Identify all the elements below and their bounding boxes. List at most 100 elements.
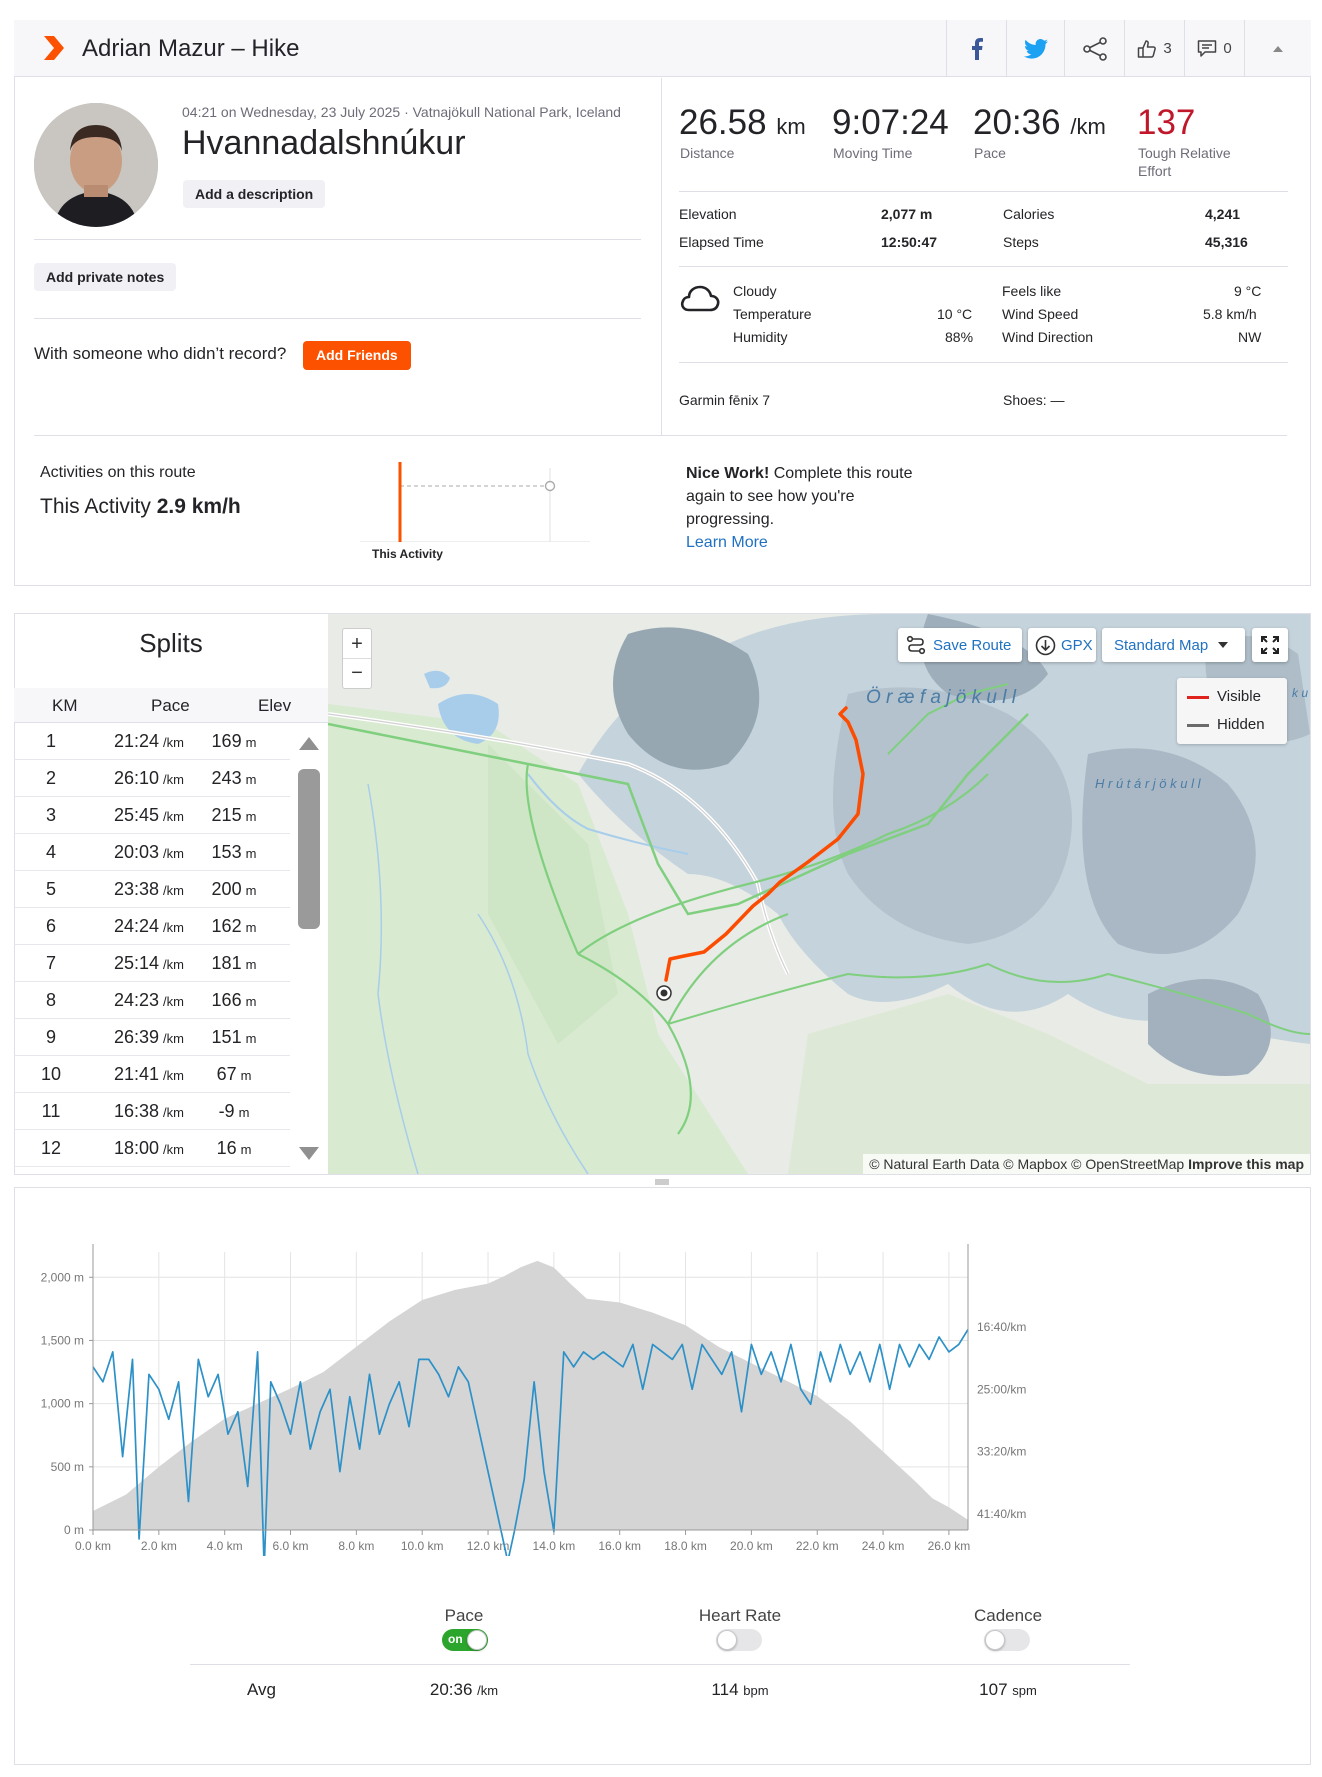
x-tick-label: 20.0 km xyxy=(730,1539,773,1553)
splits-row[interactable]: 8 24:23/km 166 m xyxy=(14,982,290,1019)
divider xyxy=(679,362,1288,363)
share-button[interactable] xyxy=(1064,20,1124,77)
steps-label: Steps xyxy=(1003,234,1039,250)
split-pace: 21:41/km xyxy=(114,1064,184,1084)
splits-row[interactable]: 11 16:38/km -9 m xyxy=(14,1093,290,1130)
y-tick-label: 2,000 m xyxy=(41,1270,84,1284)
avatar[interactable] xyxy=(34,103,158,227)
split-elev: 181 m xyxy=(211,953,257,973)
collapse-button[interactable] xyxy=(1244,20,1310,77)
route-this-activity: This Activity 2.9 km/h xyxy=(40,495,241,518)
splits-col-pace: Pace xyxy=(151,696,190,715)
distance-value: 26.58 km xyxy=(679,103,806,142)
map-zoom-control: + − xyxy=(342,628,372,689)
y-tick-label: 0 m xyxy=(64,1523,84,1537)
scroll-up-icon[interactable] xyxy=(297,735,321,751)
elevation-pace-chart[interactable]: 0 m 500 m 1,000 m 1,500 m 2,000 m 0.0 km 2.0 k… xyxy=(14,1196,1311,1556)
split-km: 3 xyxy=(45,805,56,825)
splits-row[interactable]: 9 26:39/km 151 m xyxy=(14,1019,290,1056)
comments-button[interactable]: 0 xyxy=(1184,20,1244,77)
split-elev: 67 m xyxy=(216,1064,252,1084)
comments-count: 0 xyxy=(1223,40,1232,57)
split-pace: 25:45/km xyxy=(114,805,184,825)
splits-title: Splits xyxy=(139,628,203,658)
split-pace: 23:38/km xyxy=(114,879,184,899)
cadence-toggle[interactable] xyxy=(984,1629,1030,1651)
map-attribution: © Natural Earth Data © Mapbox © OpenStre… xyxy=(863,1154,1310,1174)
splits-row[interactable]: 2 26:10/km 243 m xyxy=(14,760,290,797)
split-km: 12 xyxy=(40,1138,62,1158)
split-elev: 153 m xyxy=(211,842,257,862)
avg-pace: 20:36 /km xyxy=(429,1680,499,1699)
x-tick-label: 14.0 km xyxy=(533,1539,576,1553)
caret-up-icon xyxy=(1272,45,1283,52)
split-pace: 21:24/km xyxy=(114,731,184,751)
x-tick-label: 18.0 km xyxy=(664,1539,707,1553)
share-facebook-button[interactable] xyxy=(946,20,1006,77)
avg-label: Avg xyxy=(247,1680,276,1699)
gpx-button[interactable]: GPX xyxy=(1028,628,1096,662)
nice-work-text: Nice Work! Complete this route again to s… xyxy=(686,465,913,551)
scroll-thumb[interactable] xyxy=(298,769,320,929)
split-km: 10 xyxy=(40,1064,62,1084)
split-pace: 26:39/km xyxy=(114,1027,184,1047)
x-tick-label: 4.0 km xyxy=(207,1539,243,1553)
splits-row[interactable]: 4 20:03/km 153 m xyxy=(14,834,290,871)
split-km: 4 xyxy=(45,842,56,862)
scroll-down-icon[interactable] xyxy=(297,1146,321,1162)
cadence-toggle-label: Cadence xyxy=(973,1606,1043,1625)
fullscreen-button[interactable] xyxy=(1252,628,1288,662)
splits-row[interactable]: 3 25:45/km 215 m xyxy=(14,797,290,834)
splits-row[interactable]: 12 18:00/km 16 m xyxy=(14,1130,290,1167)
split-pace: 26:10/km xyxy=(114,768,184,788)
splits-row[interactable]: 6 24:24/km 162 m xyxy=(14,908,290,945)
share-twitter-button[interactable] xyxy=(1006,20,1064,77)
resize-handle[interactable] xyxy=(14,1174,1311,1188)
splits-row[interactable]: 7 25:14/km 181 m xyxy=(14,945,290,982)
temperature-label: Temperature xyxy=(733,306,812,322)
activity-map[interactable]: Ö r æ f a j ö k u l l H r ú t á r j ö k … xyxy=(328,614,1310,1174)
add-private-notes-button[interactable]: Add private notes xyxy=(34,263,177,291)
page-title: Adrian Mazur – Hike xyxy=(82,35,300,62)
friends-prompt: With someone who didn’t record? xyxy=(34,344,287,363)
steps-value: 45,316 xyxy=(1205,234,1248,250)
elapsed-time-label: Elapsed Time xyxy=(679,234,764,250)
map-label-edge: k u xyxy=(1292,686,1309,700)
elevation-label: Elevation xyxy=(679,206,737,222)
column-divider xyxy=(661,78,662,435)
split-km: 11 xyxy=(41,1101,61,1121)
add-friends-button[interactable]: Add Friends xyxy=(303,341,411,370)
x-tick-label: 12.0 km xyxy=(467,1539,510,1553)
split-pace: 20:03/km xyxy=(114,842,184,862)
add-description-button[interactable]: Add a description xyxy=(183,180,326,208)
map-type-select[interactable]: Standard Map xyxy=(1102,628,1245,662)
split-km: 7 xyxy=(45,953,56,973)
learn-more-link[interactable]: Learn More xyxy=(686,534,768,551)
split-elev: 162 m xyxy=(211,916,257,936)
zoom-out-button[interactable]: − xyxy=(351,662,363,684)
splits-row[interactable]: 1 21:24/km 169 m xyxy=(14,723,290,760)
map-canvas xyxy=(328,614,1310,1174)
chevron-down-icon xyxy=(1218,642,1229,648)
divider xyxy=(34,435,1287,436)
pace-tick-label: 33:20/km xyxy=(977,1445,1026,1459)
weather-condition: Cloudy xyxy=(733,283,777,299)
zoom-in-button[interactable]: + xyxy=(343,629,371,659)
splits-scrollbar[interactable] xyxy=(296,735,322,1165)
calories-label: Calories xyxy=(1003,206,1055,222)
route-title: Activities on this route xyxy=(40,464,196,481)
split-km: 9 xyxy=(45,1027,56,1047)
splits-row[interactable]: 10 21:41/km 67 m xyxy=(14,1056,290,1093)
split-elev: 169 m xyxy=(211,731,257,751)
heart-rate-toggle[interactable] xyxy=(716,1629,762,1651)
pace-toggle[interactable]: on xyxy=(442,1629,488,1651)
divider xyxy=(34,318,641,319)
legend-visible: Visible xyxy=(1187,688,1261,705)
save-route-button[interactable]: Save Route xyxy=(898,628,1022,662)
splits-row[interactable]: 5 23:38/km 200 m xyxy=(14,871,290,908)
relative-effort-value[interactable]: 137 xyxy=(1137,103,1196,142)
kudos-button[interactable]: 3 xyxy=(1124,20,1184,77)
strava-chevron-icon xyxy=(44,36,64,60)
improve-map-link[interactable]: Improve this map xyxy=(1188,1156,1304,1172)
split-elev: 200 m xyxy=(211,879,257,899)
